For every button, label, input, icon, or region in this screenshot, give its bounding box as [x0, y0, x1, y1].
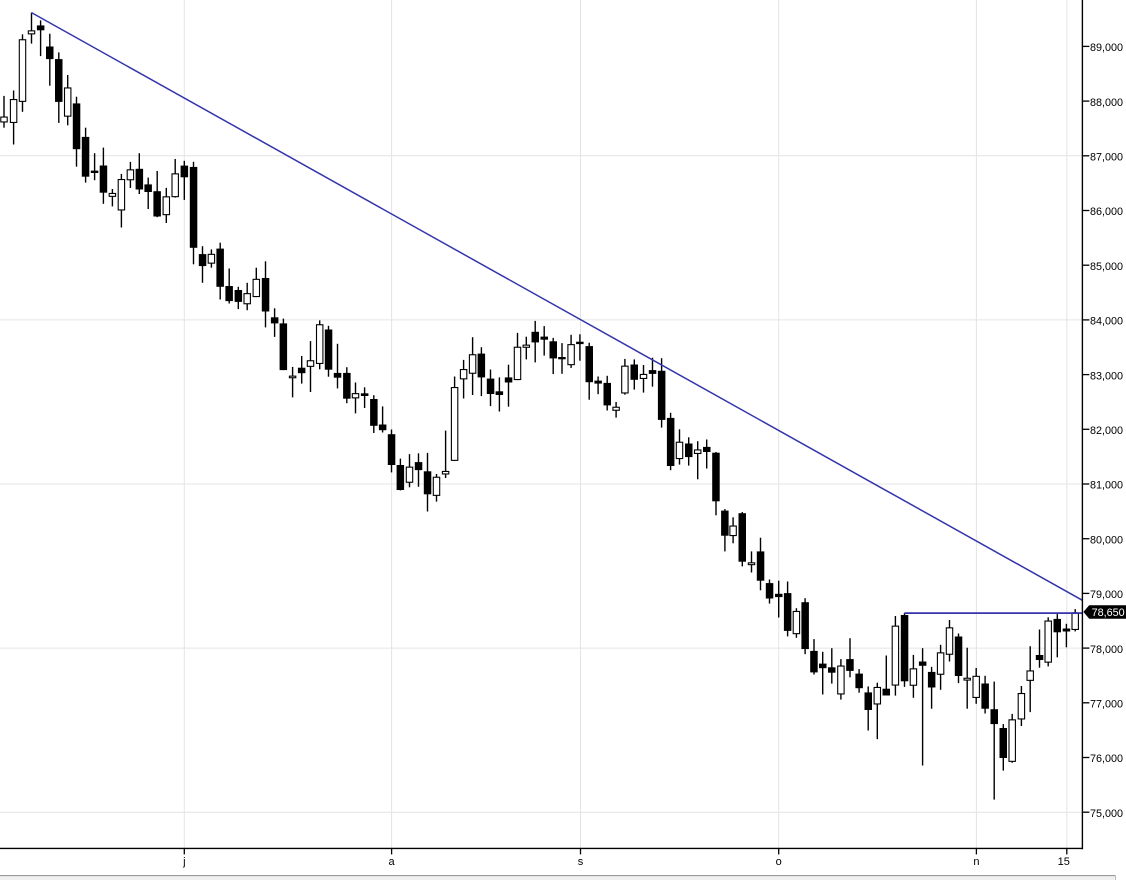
svg-text:89,000: 89,000	[1090, 42, 1123, 54]
svg-text:88,000: 88,000	[1090, 97, 1123, 109]
svg-text:77,000: 77,000	[1090, 699, 1123, 711]
svg-text:o: o	[776, 856, 782, 868]
svg-text:j: j	[182, 856, 185, 868]
svg-text:76,000: 76,000	[1090, 753, 1123, 765]
svg-text:75,000: 75,000	[1090, 808, 1123, 820]
svg-text:80,000: 80,000	[1090, 534, 1123, 546]
svg-text:15: 15	[1058, 856, 1070, 868]
svg-text:78,000: 78,000	[1090, 644, 1123, 656]
svg-text:84,000: 84,000	[1090, 316, 1123, 328]
svg-text:s: s	[578, 856, 584, 868]
svg-text:87,000: 87,000	[1090, 152, 1123, 164]
svg-text:85,000: 85,000	[1090, 261, 1123, 273]
svg-text:79,000: 79,000	[1090, 589, 1123, 601]
svg-text:78,650: 78,650	[1092, 607, 1125, 619]
svg-text:86,000: 86,000	[1090, 206, 1123, 218]
svg-text:a: a	[389, 856, 396, 868]
svg-text:81,000: 81,000	[1090, 480, 1123, 492]
svg-text:n: n	[973, 856, 979, 868]
svg-text:82,000: 82,000	[1090, 425, 1123, 437]
svg-text:83,000: 83,000	[1090, 370, 1123, 382]
